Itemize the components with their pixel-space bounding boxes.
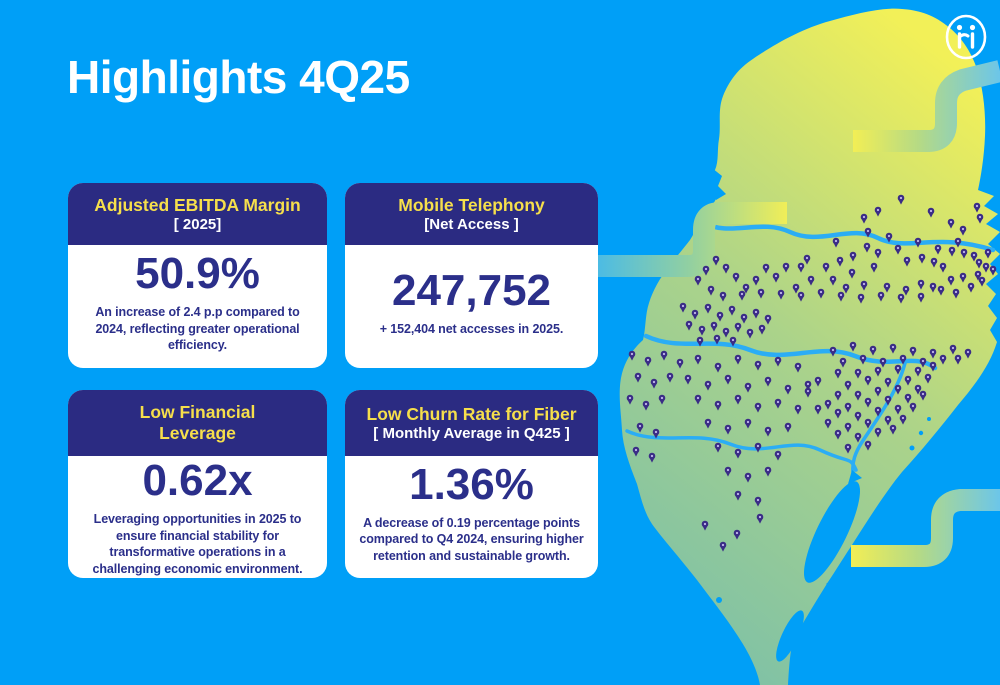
fiber-ribbon-left — [573, 202, 787, 277]
card-body: 1.36% A decrease of 0.19 percentage poin… — [345, 456, 598, 578]
card-header: Adjusted EBITDA Margin [ 2025] — [68, 183, 327, 245]
fiber-ribbon-bottom-right — [851, 489, 1000, 567]
fiber-ribbon-top-right — [853, 60, 1000, 152]
card-adjusted-ebitda-margin: Adjusted EBITDA Margin [ 2025] 50.9% An … — [68, 183, 327, 368]
card-title: Mobile Telephony — [398, 194, 545, 215]
page-title: Highlights 4Q25 — [67, 51, 410, 103]
card-subtitle: [ Monthly Average in Q425 ] — [373, 425, 570, 443]
card-body: 247,752 + 152,404 net accesses in 2025. — [345, 245, 598, 368]
card-body: 0.62x Leveraging opportunities in 2025 t… — [68, 456, 327, 578]
card-low-churn-rate-fiber: Low Churn Rate for Fiber [ Monthly Avera… — [345, 390, 598, 578]
kpi-value: 0.62x — [142, 456, 253, 505]
card-header: Mobile Telephony [Net Access ] — [345, 183, 598, 245]
card-low-financial-leverage: Low Financial Leverage 0.62x Leveraging … — [68, 390, 327, 578]
card-header: Low Churn Rate for Fiber [ Monthly Avera… — [345, 390, 598, 456]
card-title: Low Financial Leverage — [139, 402, 256, 443]
reservoir — [710, 168, 726, 200]
kpi-description: An increase of 2.4 p.p compared to 2024,… — [95, 305, 300, 353]
kpi-value: 1.36% — [409, 459, 534, 509]
kpi-description: Leveraging opportunities in 2025 to ensu… — [92, 512, 303, 576]
fiber-ribbons — [573, 60, 1000, 567]
card-title: Low Churn Rate for Fiber — [366, 403, 577, 424]
lagoons — [716, 417, 931, 662]
kpi-value: 247,752 — [391, 265, 552, 315]
kpi-description: A decrease of 0.19 percentage points com… — [359, 515, 584, 563]
card-title: Adjusted EBITDA Margin — [94, 194, 301, 215]
southern-brazil-map — [573, 8, 1000, 685]
company-logo — [944, 13, 988, 61]
card-header: Low Financial Leverage — [68, 390, 327, 456]
ri-logo-icon — [945, 14, 987, 60]
rivers — [625, 219, 996, 474]
kpi-value: 50.9% — [135, 249, 260, 299]
card-body: 50.9% An increase of 2.4 p.p compared to… — [68, 245, 327, 368]
card-subtitle: [ 2025] — [173, 216, 222, 234]
card-mobile-telephony: Mobile Telephony [Net Access ] 247,752 +… — [345, 183, 598, 368]
card-subtitle: [Net Access ] — [424, 216, 519, 234]
kpi-description: + 152,404 net accesses in 2025. — [379, 321, 564, 336]
